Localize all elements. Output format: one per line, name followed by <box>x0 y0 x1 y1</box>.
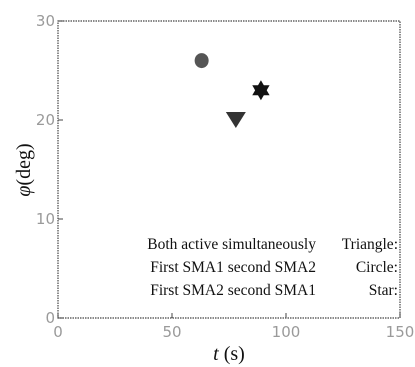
x-axis-label: t (s) <box>213 343 245 365</box>
legend-marker-label-1: Circle: <box>356 259 398 276</box>
x-tick-label-3: 150 <box>386 323 415 341</box>
legend-description-1: First SMA1 second SMA2 <box>150 259 316 276</box>
data-point-star <box>252 80 270 101</box>
legend-description-0: Both active simultaneously <box>147 236 316 253</box>
x-tick-label-0: 0 <box>53 323 63 341</box>
y-tick-label-3: 30 <box>36 12 55 30</box>
legend-marker-label-2: Star: <box>369 282 398 299</box>
plot-frame <box>57 20 401 319</box>
legend-marker-label-0: Triangle: <box>342 236 398 253</box>
data-markers <box>194 53 270 128</box>
x-tick-label-1: 50 <box>162 323 181 341</box>
x-ticks: 0 50 100 150 <box>53 313 414 341</box>
data-point-triangle <box>225 112 246 128</box>
data-point-circle <box>194 53 209 69</box>
y-tick-label-2: 20 <box>36 111 55 129</box>
y-tick-label-1: 10 <box>36 210 55 228</box>
legend-description-2: First SMA2 second SMA1 <box>150 282 316 299</box>
y-axis-label: φ(deg) <box>13 143 35 196</box>
x-tick-label-2: 100 <box>272 323 301 341</box>
y-ticks: 0 10 20 30 <box>36 12 63 327</box>
y-tick-label-0: 0 <box>45 309 55 327</box>
legend: Both active simultaneously Triangle: Fir… <box>147 236 398 299</box>
